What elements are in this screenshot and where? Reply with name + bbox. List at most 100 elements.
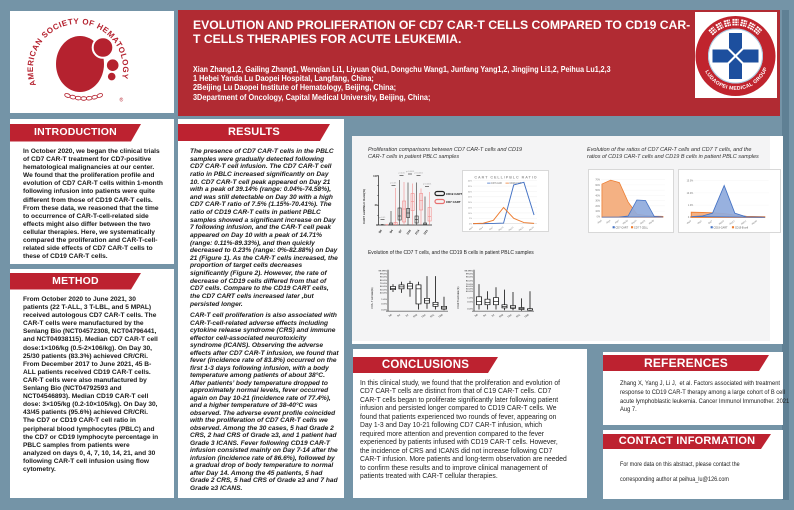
svg-text:99.99%: 99.99%	[379, 270, 387, 272]
svg-text:day7: day7	[489, 226, 495, 231]
svg-text:D14: D14	[508, 314, 514, 318]
svg-text:CD7 CART: CD7 CART	[446, 200, 461, 204]
svg-text:day4: day4	[479, 226, 485, 231]
svg-text:30%: 30%	[468, 191, 472, 193]
svg-text:p<0.0001: p<0.0001	[414, 172, 423, 175]
svg-text:70.0%: 70.0%	[466, 284, 473, 286]
svg-text:25%: 25%	[468, 197, 472, 199]
svg-text:0.0%: 0.0%	[467, 309, 473, 311]
svg-text:5%: 5%	[469, 218, 472, 220]
svg-text:0%: 0%	[597, 216, 600, 218]
svg-text:80.0%: 80.0%	[380, 280, 387, 282]
svg-text:p<0.05: p<0.05	[390, 182, 397, 185]
svg-text:0.5%: 0.5%	[381, 304, 387, 306]
svg-text:®: ®	[120, 97, 124, 104]
svg-text:D21: D21	[516, 314, 522, 318]
svg-text:day21: day21	[519, 226, 526, 231]
svg-text:1.0%: 1.0%	[467, 298, 473, 300]
svg-text:D21: D21	[430, 314, 436, 318]
svg-text:D7: D7	[492, 314, 497, 317]
svg-text:D10: D10	[413, 314, 419, 318]
svg-text:CD7-CART: CD7-CART	[616, 226, 629, 229]
svg-text:p<0.0001: p<0.0001	[406, 170, 415, 173]
svg-text:40.0%: 40.0%	[466, 291, 473, 293]
svg-text:40%: 40%	[468, 181, 472, 183]
svg-text:CD19 B cell: CD19 B cell	[735, 226, 749, 229]
svg-text:day14: day14	[729, 220, 736, 226]
svg-text:CD19-CART: CD19-CART	[714, 226, 728, 229]
svg-text:D10: D10	[406, 228, 412, 235]
svg-text:D14: D14	[422, 314, 428, 318]
svg-text:50%: 50%	[595, 190, 600, 192]
svg-text:D0: D0	[475, 314, 480, 317]
svg-text:70%: 70%	[595, 180, 600, 182]
svg-text:1.0%: 1.0%	[381, 299, 387, 301]
svg-text:day7: day7	[615, 220, 621, 225]
svg-text:CD19 CART: CD19 CART	[446, 192, 462, 196]
svg-text:50.0%: 50.0%	[466, 289, 473, 291]
svg-text:D30: D30	[439, 314, 445, 318]
svg-text:p<0.05: p<0.05	[379, 216, 386, 219]
svg-text:10%: 10%	[595, 211, 600, 213]
svg-text:90.0%: 90.0%	[380, 277, 387, 279]
svg-text:40.0%: 40.0%	[380, 293, 387, 295]
svg-text:D14: D14	[414, 228, 420, 235]
svg-text:D30: D30	[525, 314, 531, 318]
svg-text:CART cell/PBLC Ratio(%): CART cell/PBLC Ratio(%)	[362, 189, 366, 224]
svg-text:CD7+ T cell ratio(%): CD7+ T cell ratio(%)	[370, 287, 374, 308]
svg-text:0.0%: 0.0%	[688, 217, 693, 219]
svg-text:day14: day14	[508, 226, 515, 231]
svg-text:15%: 15%	[468, 207, 472, 209]
svg-text:p<0.0001: p<0.0001	[423, 183, 432, 186]
svg-text:day21: day21	[640, 220, 647, 226]
svg-text:99.0%: 99.0%	[466, 274, 473, 276]
svg-text:99.0%: 99.0%	[380, 274, 387, 276]
svg-text:day4: day4	[697, 220, 703, 225]
svg-text:50.0%: 50.0%	[380, 290, 387, 292]
svg-text:day7: day7	[708, 220, 714, 225]
svg-text:0.5%: 0.5%	[467, 301, 473, 303]
svg-text:60%: 60%	[595, 185, 600, 187]
svg-text:CD19 B cell ratio (%): CD19 B cell ratio (%)	[456, 287, 460, 309]
svg-text:day0: day0	[469, 226, 475, 231]
svg-text:40%: 40%	[595, 195, 600, 197]
svg-text:90.0%: 90.0%	[466, 277, 473, 279]
svg-text:1.0%: 1.0%	[688, 205, 693, 207]
svg-text:day30: day30	[752, 220, 759, 226]
svg-text:70.0%: 70.0%	[380, 283, 387, 285]
svg-text:day30: day30	[649, 220, 656, 226]
svg-text:10%: 10%	[468, 213, 472, 215]
svg-text:20%: 20%	[595, 206, 600, 208]
svg-text:CD7-CAR: CD7-CAR	[491, 182, 502, 185]
svg-text:D7: D7	[397, 228, 403, 234]
svg-text:p<0.05: p<0.05	[399, 172, 406, 175]
svg-text:D0: D0	[389, 314, 394, 317]
svg-text:15.0%: 15.0%	[687, 181, 694, 183]
svg-text:100: 100	[373, 174, 378, 178]
svg-text:D21: D21	[423, 228, 429, 235]
svg-text:D4: D4	[388, 228, 394, 234]
svg-text:35%: 35%	[468, 186, 472, 188]
svg-text:day21: day21	[741, 220, 748, 226]
svg-text:0.0%: 0.0%	[381, 309, 387, 311]
svg-text:0: 0	[376, 223, 378, 227]
svg-text:CART CELL/PBLC RATIO: CART CELL/PBLC RATIO	[474, 176, 537, 180]
svg-text:D0: D0	[377, 228, 383, 234]
svg-text:0%: 0%	[469, 224, 472, 226]
svg-text:day10: day10	[623, 220, 630, 226]
svg-text:day14: day14	[631, 220, 638, 226]
svg-text:30%: 30%	[595, 201, 600, 203]
svg-text:D4: D4	[483, 314, 488, 317]
svg-text:D10: D10	[499, 314, 505, 318]
svg-text:day10: day10	[498, 226, 505, 231]
svg-text:20%: 20%	[468, 202, 472, 204]
svg-text:day10: day10	[719, 220, 726, 226]
svg-text:day4: day4	[606, 220, 612, 225]
svg-text:CD19-CAR: CD19-CAR	[509, 182, 521, 185]
svg-text:D4: D4	[397, 314, 402, 317]
svg-text:80.0%: 80.0%	[466, 281, 473, 283]
svg-text:60.0%: 60.0%	[466, 286, 473, 288]
svg-text:D7: D7	[406, 314, 411, 317]
svg-text:CD7 T CELL: CD7 T CELL	[634, 226, 649, 229]
svg-text:day0: day0	[597, 220, 603, 225]
